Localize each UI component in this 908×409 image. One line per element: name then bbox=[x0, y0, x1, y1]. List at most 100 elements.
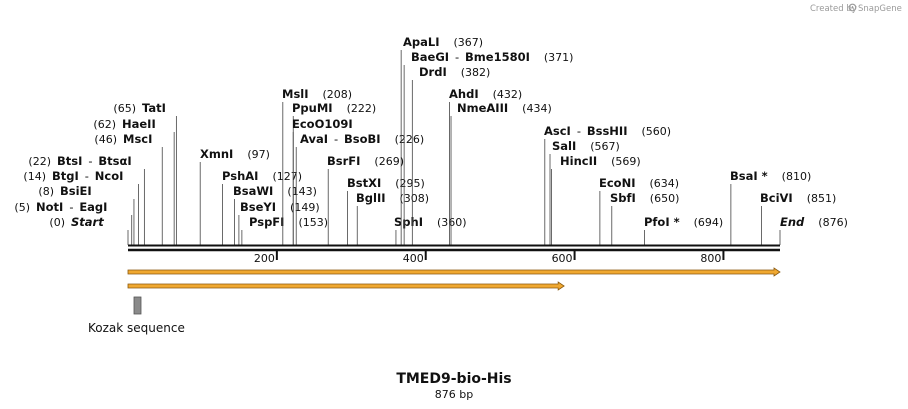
orf-shape bbox=[127, 267, 781, 277]
site-position: (382) bbox=[461, 66, 491, 79]
site-partner: BsoBI bbox=[344, 132, 381, 146]
site-separator: - bbox=[85, 169, 89, 183]
site-name: HaeII bbox=[122, 117, 156, 131]
site-name: AscI bbox=[544, 124, 571, 138]
site-name: BtsI bbox=[57, 154, 82, 168]
site-name: BtgI bbox=[52, 169, 79, 183]
site-position: (634) bbox=[649, 177, 679, 190]
site-position: (371) bbox=[544, 51, 574, 64]
site-bsawi[interactable]: BsaWI (143) bbox=[233, 184, 317, 245]
site-name: AvaI bbox=[300, 132, 328, 146]
site-sbfi[interactable]: SbfI (650) bbox=[610, 191, 679, 245]
site-position: (153) bbox=[298, 216, 328, 229]
site-bsai[interactable]: BsaI * (810) bbox=[730, 169, 811, 245]
site-name: NmeAIII bbox=[457, 101, 508, 115]
site-sali[interactable]: SalI (567) bbox=[549, 139, 620, 245]
site-position: (432) bbox=[493, 88, 523, 101]
site-apali[interactable]: ApaLI (367) bbox=[400, 35, 483, 245]
site-name: DrdI bbox=[419, 65, 447, 79]
site-partner: BssHII bbox=[587, 124, 628, 138]
site-pspfi[interactable]: PspFI (153) bbox=[241, 215, 328, 245]
site-position: (569) bbox=[611, 155, 641, 168]
site-avai[interactable]: AvaI - BsoBI (226) bbox=[295, 132, 425, 245]
site-name: HincII bbox=[560, 154, 597, 168]
site-separator: - bbox=[455, 50, 459, 64]
site-hincii[interactable]: HincII (569) bbox=[551, 154, 641, 245]
site-asci[interactable]: AscI - BssHII (560) bbox=[544, 124, 671, 245]
site-econi[interactable]: EcoNI (634) bbox=[599, 176, 679, 245]
site-bsiei[interactable]: BsiEI (8) bbox=[38, 184, 135, 245]
site-xmni[interactable]: XmnI (97) bbox=[199, 147, 270, 245]
site-position: (226) bbox=[395, 133, 425, 146]
site-position: (295) bbox=[395, 177, 425, 190]
site-bsrfi[interactable]: BsrFI (269) bbox=[327, 154, 404, 245]
site-separator: - bbox=[88, 154, 92, 168]
site-position: (360) bbox=[437, 216, 467, 229]
sequence-backbone bbox=[128, 244, 780, 252]
site-position: (0) bbox=[49, 216, 65, 229]
site-name: PshAI bbox=[222, 169, 258, 183]
site-name: BglII bbox=[356, 191, 386, 205]
site-ecoo109i[interactable]: EcoO109I bbox=[292, 117, 353, 245]
site-position: (97) bbox=[247, 148, 270, 161]
site-position: (62) bbox=[93, 118, 116, 131]
ruler-tick-600: 600 bbox=[552, 251, 576, 265]
sequence-length: 876 bp bbox=[435, 388, 473, 401]
site-name: NotI bbox=[36, 200, 63, 214]
site-bglii[interactable]: BglII (308) bbox=[356, 191, 429, 245]
site-name: EcoNI bbox=[599, 176, 635, 190]
site-bcivi[interactable]: BciVI (851) bbox=[760, 191, 836, 245]
site-btsi[interactable]: BtsI - BtsαI (22) bbox=[28, 154, 145, 245]
site-position: (694) bbox=[694, 216, 724, 229]
site-end[interactable]: End (876) bbox=[779, 215, 848, 245]
site-noti[interactable]: NotI - EagI (5) bbox=[14, 200, 133, 245]
site-sphi[interactable]: SphI (360) bbox=[394, 215, 467, 245]
orf-arrows bbox=[127, 267, 781, 291]
site-name: BsrFI bbox=[327, 154, 360, 168]
site-name: PspFI bbox=[249, 215, 284, 229]
site-bstxi[interactable]: BstXI (295) bbox=[347, 176, 425, 245]
site-name: MslI bbox=[282, 87, 309, 101]
site-name: AhdI bbox=[449, 87, 479, 101]
site-haeii[interactable]: HaeII (62) bbox=[93, 117, 175, 245]
site-drdi[interactable]: DrdI (382) bbox=[411, 65, 491, 245]
site-partner: BtsαI bbox=[98, 154, 131, 168]
site-baegi[interactable]: BaeGI - Bme1580I (371) bbox=[403, 50, 574, 245]
site-msci[interactable]: MscI (46) bbox=[94, 132, 163, 245]
feature-kozak-sequence[interactable]: Kozak sequence bbox=[88, 296, 185, 335]
site-partner: EagI bbox=[79, 200, 107, 214]
site-name: SalI bbox=[552, 139, 576, 153]
site-name: MscI bbox=[123, 132, 152, 146]
site-name: End bbox=[780, 215, 805, 229]
site-position: (308) bbox=[400, 192, 430, 205]
features: Kozak sequence bbox=[88, 296, 185, 335]
tick-label: 200 bbox=[254, 252, 275, 265]
site-nmeaiii[interactable]: NmeAIII (434) bbox=[450, 101, 552, 245]
tick-label: 600 bbox=[552, 252, 573, 265]
site-tati[interactable]: TatI (65) bbox=[113, 101, 177, 245]
tick-label: 400 bbox=[403, 252, 424, 265]
ruler-tick-200: 200 bbox=[254, 251, 278, 265]
site-msli[interactable]: MslI (208) bbox=[282, 87, 352, 245]
site-pshai[interactable]: PshAI (127) bbox=[222, 169, 302, 245]
watermark-brand: SnapGene bbox=[858, 4, 902, 14]
site-position: (22) bbox=[28, 155, 51, 168]
site-position: (149) bbox=[290, 201, 320, 214]
site-name: ApaLI bbox=[403, 35, 440, 49]
site-ahdi[interactable]: AhdI (432) bbox=[449, 87, 522, 245]
site-position: (14) bbox=[23, 170, 46, 183]
sequence-name: TMED9-bio-His bbox=[396, 371, 511, 387]
site-position: (127) bbox=[272, 170, 302, 183]
site-name: BaeGI bbox=[411, 50, 449, 64]
orf-arrow-2[interactable] bbox=[127, 281, 565, 291]
site-position: (208) bbox=[323, 88, 353, 101]
site-position: (269) bbox=[374, 155, 404, 168]
site-position: (567) bbox=[590, 140, 620, 153]
orf-arrow-1[interactable] bbox=[127, 267, 781, 277]
site-separator: - bbox=[334, 132, 338, 146]
site-start[interactable]: Start (0) bbox=[49, 215, 129, 245]
site-bseyi[interactable]: BseYI (149) bbox=[238, 200, 320, 245]
site-btgi[interactable]: BtgI - NcoI(14) bbox=[23, 169, 139, 245]
site-pfoi[interactable]: PfoI * (694) bbox=[644, 215, 723, 245]
watermark: Created by bbox=[810, 4, 857, 14]
